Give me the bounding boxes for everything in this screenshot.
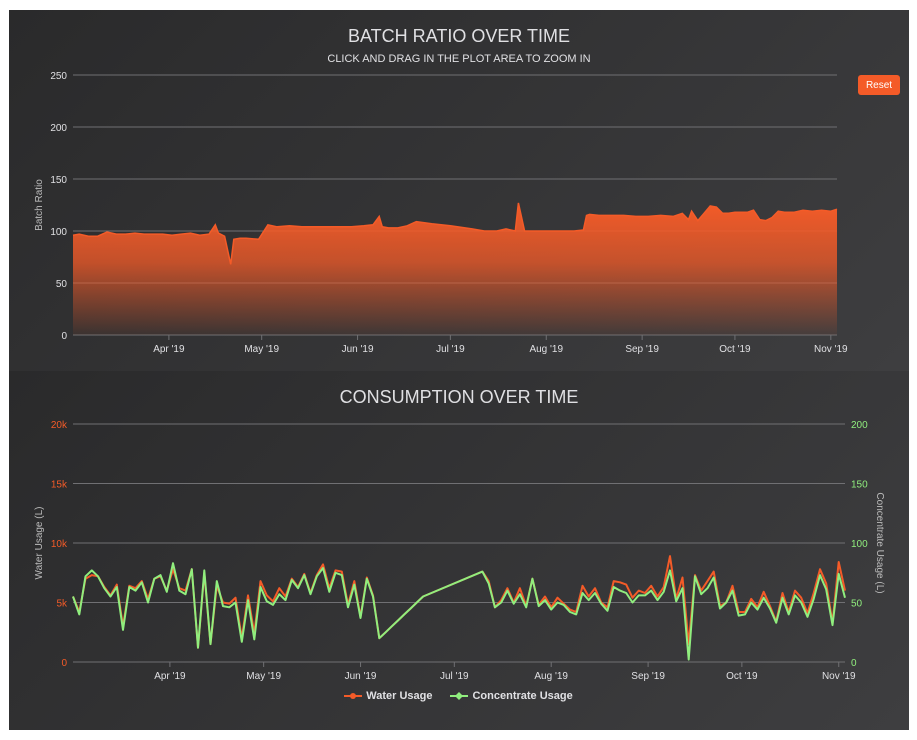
batch-ratio-area xyxy=(73,202,837,335)
batch-ratio-title: BATCH RATIO OVER TIME xyxy=(347,26,571,46)
batch-ratio-chart[interactable]: 0 50 100 150 200 250 Apr '19 May '19 Jun '19 Jul … xyxy=(0,0,917,371)
x-tick-label: Oct '19 xyxy=(719,344,751,355)
y-tick-label: 150 xyxy=(50,175,67,186)
y-tick-label: 200 xyxy=(50,123,67,134)
x-tick-label: Jul '19 xyxy=(436,344,465,355)
batch-ratio-subtitle: CLICK AND DRAG IN THE PLOT AREA TO ZOOM … xyxy=(327,53,591,65)
y-tick-label: 0 xyxy=(61,331,67,342)
x-tick-label: Nov '19 xyxy=(814,344,848,355)
x-tick-label: Apr '19 xyxy=(153,344,185,355)
x-tick-label: May '19 xyxy=(244,344,279,355)
legend-water-usage-label: Water Usage xyxy=(366,690,433,702)
reset-zoom-button[interactable]: Reset xyxy=(858,75,900,95)
x-tick-label: Jun '19 xyxy=(342,344,374,355)
consumption-panel: CONSUMPTION OVER TIME xyxy=(9,371,909,730)
x-tick-label: Aug '19 xyxy=(529,344,563,355)
legend-water-usage[interactable]: Water Usage xyxy=(344,690,432,702)
x-tick-label: Sep '19 xyxy=(625,344,659,355)
y-tick-label: 50 xyxy=(56,279,68,290)
y-tick-label: 250 xyxy=(50,71,67,82)
concentrate-usage-legend-marker xyxy=(450,692,469,700)
legend-concentrate-usage-label: Concentrate Usage xyxy=(472,690,573,702)
water-usage-legend-marker xyxy=(344,693,363,699)
batch-ratio-line xyxy=(72,202,838,265)
y-axis-title: Batch Ratio xyxy=(34,179,45,231)
legend-concentrate-usage[interactable]: Concentrate Usage xyxy=(450,690,573,702)
consumption-title: CONSUMPTION OVER TIME xyxy=(339,387,579,407)
chart-legend: Water Usage Concentrate Usage xyxy=(0,690,917,702)
y-tick-label: 100 xyxy=(50,227,67,238)
